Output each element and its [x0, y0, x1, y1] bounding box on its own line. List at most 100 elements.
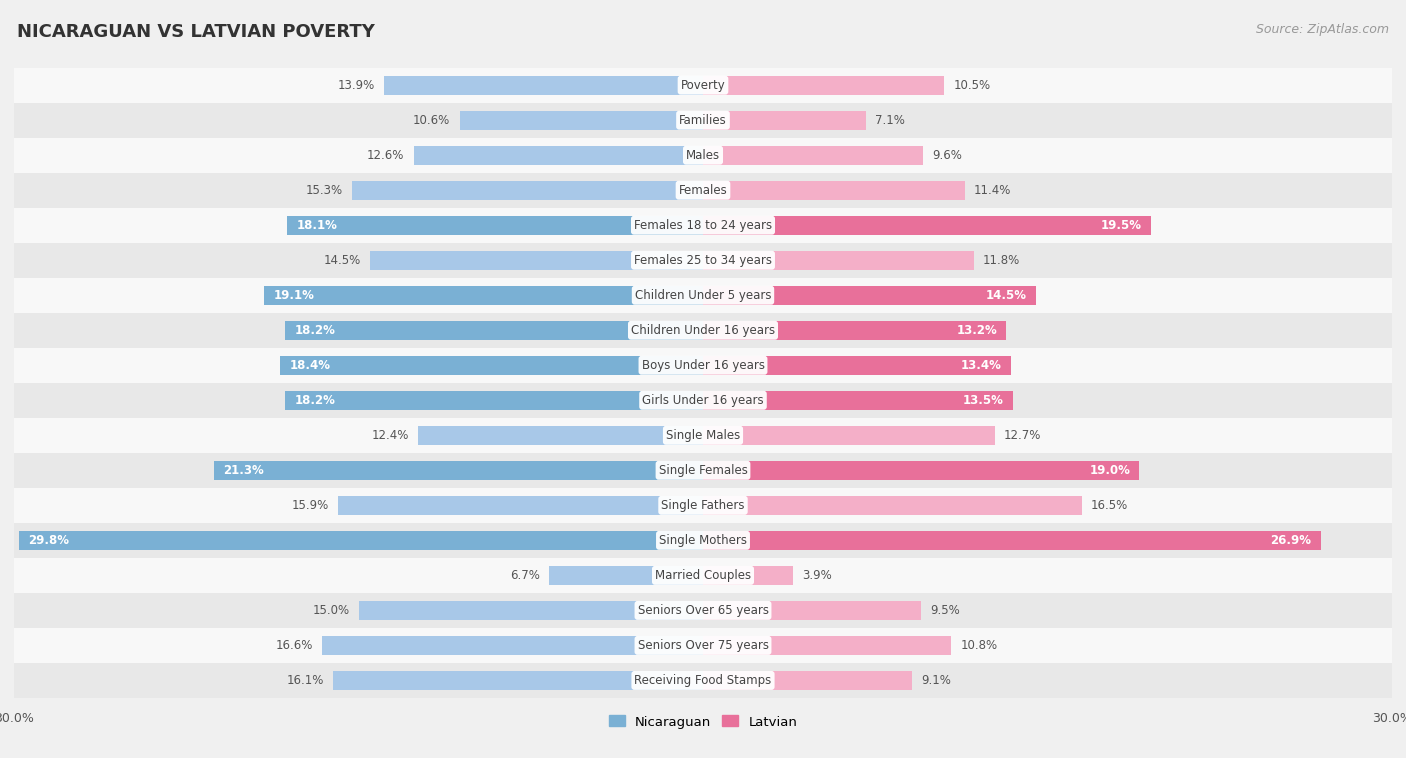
Bar	[550, 565, 703, 585]
Bar	[14, 313, 1392, 348]
Bar	[285, 321, 703, 340]
Text: 16.6%: 16.6%	[276, 639, 312, 652]
Bar	[280, 356, 703, 375]
Bar	[14, 628, 1392, 663]
Text: 9.5%: 9.5%	[931, 604, 960, 617]
Text: 13.5%: 13.5%	[963, 394, 1004, 407]
Bar	[703, 180, 965, 200]
Bar	[14, 67, 1392, 102]
Text: Source: ZipAtlas.com: Source: ZipAtlas.com	[1256, 23, 1389, 36]
Bar	[14, 383, 1392, 418]
Text: 18.4%: 18.4%	[290, 359, 330, 371]
Bar	[370, 251, 703, 270]
Bar	[703, 251, 974, 270]
Bar	[264, 286, 703, 305]
Bar	[14, 488, 1392, 523]
Text: 10.5%: 10.5%	[953, 79, 990, 92]
Text: 13.4%: 13.4%	[960, 359, 1001, 371]
Bar	[703, 461, 1139, 480]
Bar	[14, 138, 1392, 173]
Text: 15.3%: 15.3%	[305, 183, 343, 196]
Text: 29.8%: 29.8%	[28, 534, 69, 547]
Text: 10.8%: 10.8%	[960, 639, 997, 652]
Bar	[14, 558, 1392, 593]
Bar	[703, 76, 945, 95]
Text: Seniors Over 75 years: Seniors Over 75 years	[637, 639, 769, 652]
Text: 18.2%: 18.2%	[294, 394, 335, 407]
Text: Children Under 16 years: Children Under 16 years	[631, 324, 775, 337]
Legend: Nicaraguan, Latvian: Nicaraguan, Latvian	[603, 710, 803, 734]
Text: 16.1%: 16.1%	[287, 674, 325, 687]
Text: 16.5%: 16.5%	[1091, 499, 1129, 512]
Text: Seniors Over 65 years: Seniors Over 65 years	[637, 604, 769, 617]
Bar	[384, 76, 703, 95]
Bar	[413, 146, 703, 164]
Text: Girls Under 16 years: Girls Under 16 years	[643, 394, 763, 407]
Bar	[14, 277, 1392, 313]
Text: Children Under 5 years: Children Under 5 years	[634, 289, 772, 302]
Bar	[14, 663, 1392, 698]
Bar	[703, 111, 866, 130]
Text: Receiving Food Stamps: Receiving Food Stamps	[634, 674, 772, 687]
Text: 13.9%: 13.9%	[337, 79, 374, 92]
Bar	[703, 531, 1320, 550]
Text: Single Mothers: Single Mothers	[659, 534, 747, 547]
Text: 14.5%: 14.5%	[986, 289, 1026, 302]
Bar	[14, 102, 1392, 138]
Bar	[14, 453, 1392, 488]
Bar	[14, 593, 1392, 628]
Text: Single Males: Single Males	[666, 429, 740, 442]
Text: 19.1%: 19.1%	[274, 289, 315, 302]
Bar	[352, 180, 703, 200]
Text: Families: Families	[679, 114, 727, 127]
Bar	[703, 601, 921, 620]
Text: 19.0%: 19.0%	[1090, 464, 1130, 477]
Bar	[703, 671, 912, 690]
Bar	[14, 208, 1392, 243]
Text: 15.0%: 15.0%	[312, 604, 349, 617]
Text: 9.6%: 9.6%	[932, 149, 963, 161]
Text: 9.1%: 9.1%	[921, 674, 950, 687]
Bar	[703, 390, 1012, 410]
Text: 21.3%: 21.3%	[224, 464, 264, 477]
Bar	[359, 601, 703, 620]
Text: 13.2%: 13.2%	[956, 324, 997, 337]
Bar	[14, 348, 1392, 383]
Text: 18.2%: 18.2%	[294, 324, 335, 337]
Bar	[14, 243, 1392, 277]
Text: 10.6%: 10.6%	[413, 114, 450, 127]
Bar	[703, 286, 1036, 305]
Bar	[14, 418, 1392, 453]
Bar	[703, 321, 1007, 340]
Text: Single Fathers: Single Fathers	[661, 499, 745, 512]
Bar	[703, 215, 1152, 235]
Bar	[287, 215, 703, 235]
Bar	[703, 146, 924, 164]
Bar	[460, 111, 703, 130]
Text: 15.9%: 15.9%	[291, 499, 329, 512]
Text: Females 18 to 24 years: Females 18 to 24 years	[634, 219, 772, 232]
Text: Females 25 to 34 years: Females 25 to 34 years	[634, 254, 772, 267]
Text: Males: Males	[686, 149, 720, 161]
Text: 3.9%: 3.9%	[801, 569, 831, 582]
Text: 7.1%: 7.1%	[875, 114, 905, 127]
Bar	[703, 426, 994, 445]
Bar	[18, 531, 703, 550]
Bar	[703, 565, 793, 585]
Text: Poverty: Poverty	[681, 79, 725, 92]
Bar	[285, 390, 703, 410]
Text: Females: Females	[679, 183, 727, 196]
Text: 11.4%: 11.4%	[974, 183, 1011, 196]
Bar	[703, 636, 950, 655]
Text: 6.7%: 6.7%	[510, 569, 540, 582]
Bar	[322, 636, 703, 655]
Text: 18.1%: 18.1%	[297, 219, 337, 232]
Text: Married Couples: Married Couples	[655, 569, 751, 582]
Bar	[337, 496, 703, 515]
Text: 12.6%: 12.6%	[367, 149, 405, 161]
Text: 19.5%: 19.5%	[1101, 219, 1142, 232]
Text: Boys Under 16 years: Boys Under 16 years	[641, 359, 765, 371]
Bar	[418, 426, 703, 445]
Text: 14.5%: 14.5%	[323, 254, 361, 267]
Bar	[703, 356, 1011, 375]
